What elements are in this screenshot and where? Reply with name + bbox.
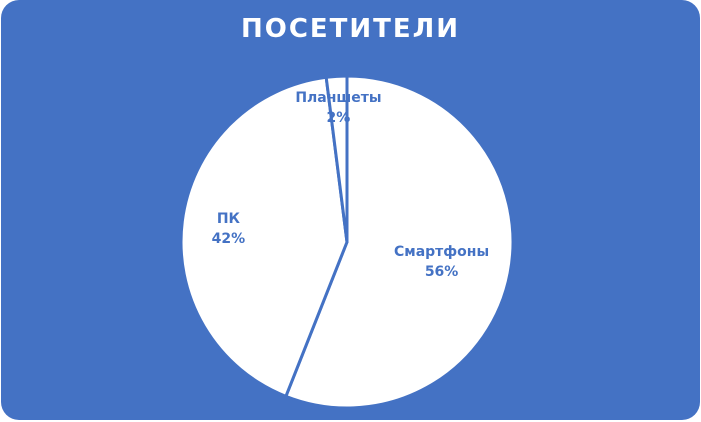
slice-label-2: Планшеты (295, 90, 381, 106)
slice-value-label-2: 2% (327, 110, 351, 126)
slice-value-label-0: 56% (425, 264, 459, 280)
pie-slice-1 (179, 75, 349, 398)
chart-title: ПОСЕТИТЕЛИ (240, 14, 461, 44)
pie-slice-2 (324, 74, 349, 244)
pie-slice-0 (284, 74, 515, 410)
slice-value-label-1: 42% (212, 231, 246, 247)
slice-label-0: Смартфоны (394, 244, 489, 260)
slice-label-1: ПК (217, 211, 241, 227)
